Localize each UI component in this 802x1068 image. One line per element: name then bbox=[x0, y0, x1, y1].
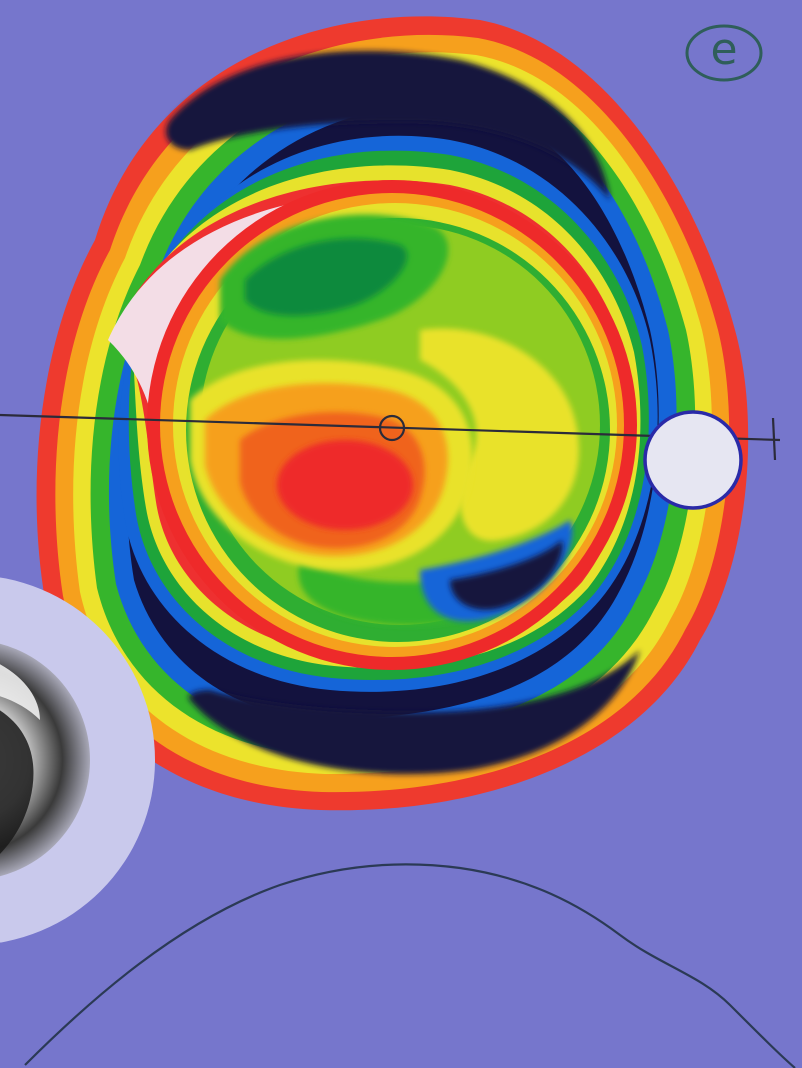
logo-ellipse bbox=[685, 24, 763, 82]
navy-crescent-bottom bbox=[188, 650, 641, 775]
sphere-highlight bbox=[0, 664, 40, 720]
center-marker bbox=[378, 414, 406, 442]
navy-crescent-top bbox=[166, 50, 610, 201]
swirl-yellow-right bbox=[420, 328, 579, 541]
sphere-shadow bbox=[0, 710, 34, 854]
reference-circle bbox=[643, 410, 743, 510]
swirl-darkgreen-top bbox=[245, 238, 408, 316]
brand-logo: e bbox=[684, 22, 764, 84]
meridian-endmark bbox=[771, 417, 777, 461]
hot-spot-red bbox=[277, 440, 413, 530]
swirl-navy-bottom bbox=[450, 540, 563, 610]
inner-disc bbox=[147, 180, 637, 670]
profile-curve bbox=[24, 863, 796, 1068]
sphere-photo bbox=[0, 577, 155, 943]
logo-letter: e bbox=[710, 24, 738, 75]
